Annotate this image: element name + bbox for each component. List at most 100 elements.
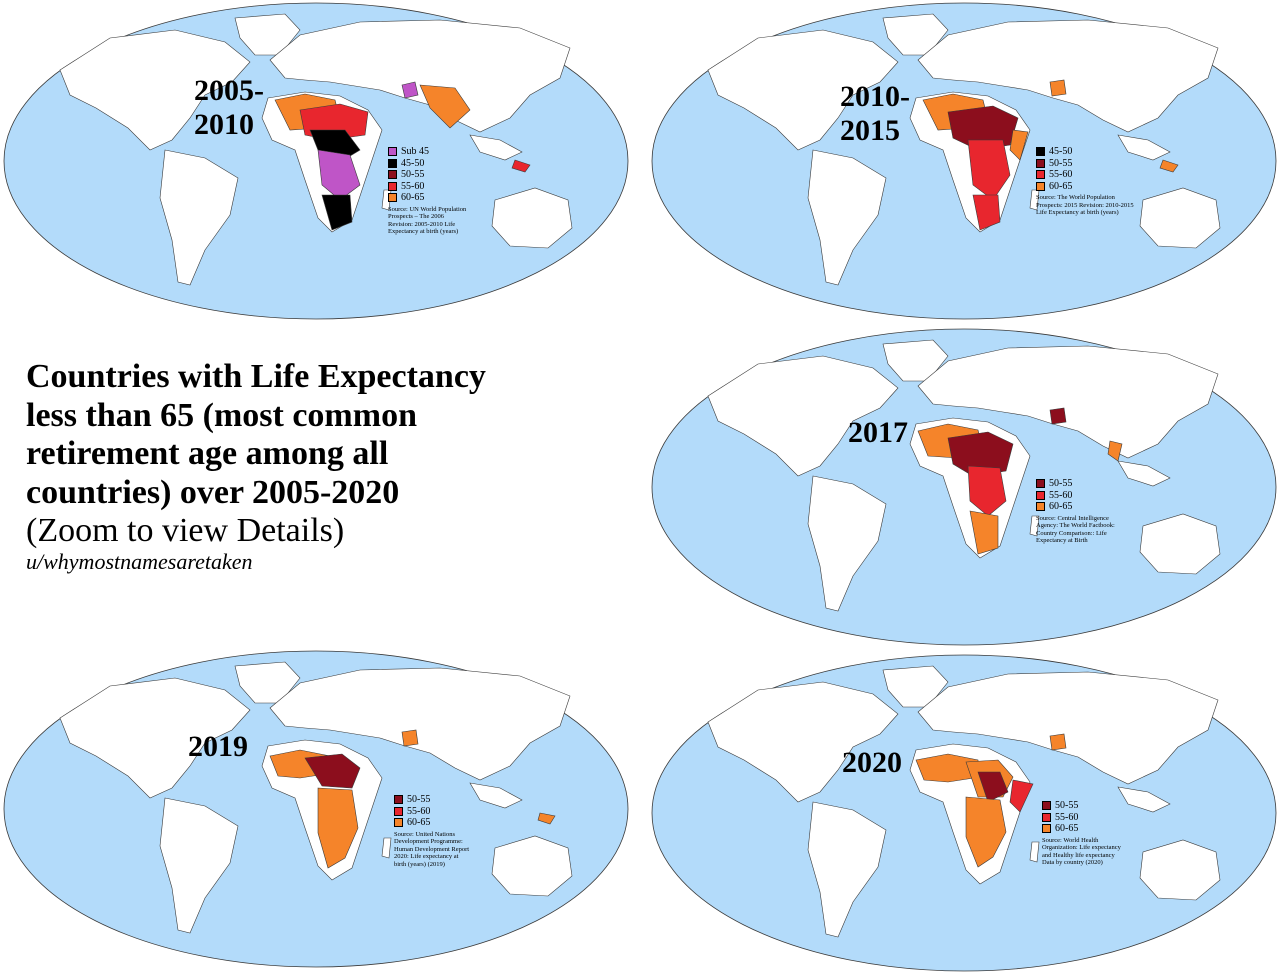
legend-swatch (1036, 181, 1045, 191)
seAsia-landmass (1117, 134, 1171, 161)
southAmerica-landmass (807, 475, 887, 612)
eurasia-landmass (269, 667, 571, 781)
northAmerica-landmass (59, 29, 251, 151)
country-region (967, 465, 1007, 517)
legend-label: 55-60 (1049, 489, 1073, 501)
map-source: Source: UN World Population Prospects – … (388, 205, 467, 236)
legend-label: 55-60 (1055, 811, 1079, 823)
legend-item: 60-65 (394, 817, 469, 829)
legend-label: 45-50 (1049, 146, 1073, 157)
legend-label: 60-65 (1049, 501, 1073, 512)
title-block: Countries with Life Expectancy less than… (26, 358, 546, 574)
legend-item: 50-55 (394, 794, 469, 806)
map-legend: 50-55 55-60 60-65 Source: World Health Orga… (1042, 800, 1121, 867)
legend-label: Sub 45 (401, 146, 430, 157)
northAmerica-landmass (707, 681, 899, 803)
legend-swatch (388, 170, 397, 180)
legend-swatch (1042, 801, 1051, 811)
legend-item: 55-60 (1036, 490, 1115, 502)
map-legend: 50-55 55-60 60-65 Source: United Nations De… (394, 794, 469, 868)
year-label: 2020 (842, 746, 902, 779)
map-legend: 45-50 50-55 55-60 60-65 Source: The World Po… (1036, 146, 1134, 217)
australia-landmass (491, 835, 573, 897)
eurasia-landmass (917, 19, 1219, 133)
country-region (537, 812, 556, 825)
year-label: 2019 (188, 730, 248, 763)
country-region (1009, 129, 1029, 161)
map-2010-2015: 2010- 2015 45-50 50-55 55-60 60-65 Source: T… (648, 0, 1280, 322)
map-legend: 50-55 55-60 60-65 Source: Central Intellige… (1036, 478, 1115, 545)
legend-item: Sub 45 (388, 146, 466, 158)
legend-item: 45-50 (1036, 146, 1134, 158)
australia-landmass (491, 187, 573, 249)
northAmerica-landmass (707, 355, 899, 477)
world-map (651, 654, 1277, 972)
map-2017: 2017 50-55 55-60 60-65 Source: Central Inte… (648, 326, 1280, 648)
legend-swatch (388, 193, 397, 203)
country-region (317, 149, 361, 201)
page-title: Countries with Life Expectancy less than… (26, 358, 486, 511)
year-label: 2010- 2015 (840, 80, 910, 147)
legend-item: 50-55 (1036, 158, 1134, 170)
legend-label: 60-65 (1055, 823, 1079, 834)
northAmerica-landmass (59, 677, 251, 799)
legend-item: 55-60 (394, 806, 469, 818)
eurasia-landmass (917, 345, 1219, 459)
map-legend: Sub 45 45-50 50-55 55-60 60-65 Source: UN Wor… (388, 146, 466, 236)
legend-item: 50-55 (1036, 478, 1115, 490)
legend-label: 55-60 (1049, 169, 1073, 180)
legend-item: 55-60 (388, 181, 466, 193)
legend-label: 50-55 (1049, 157, 1073, 169)
legend-swatch (388, 147, 397, 157)
legend-label: 50-55 (407, 794, 431, 805)
country-region (965, 796, 1007, 868)
legend-label: 60-65 (407, 817, 431, 828)
country-region (1049, 407, 1067, 425)
southAmerica-landmass (807, 801, 887, 938)
eurasia-landmass (269, 19, 571, 133)
eurasia-landmass (917, 671, 1219, 785)
legend-swatch (1036, 147, 1045, 157)
subtitle: (Zoom to view Details) (26, 512, 345, 549)
country-region (947, 431, 1014, 477)
legend-swatch (388, 158, 397, 168)
legend-label: 60-65 (401, 192, 425, 203)
legend-swatch (1036, 170, 1045, 180)
southAmerica-landmass (159, 149, 239, 286)
legend-label: 55-60 (407, 805, 431, 817)
legend-label: 60-65 (1049, 180, 1073, 192)
map-2005-2010: 2005- 2010 Sub 45 45-50 50-55 55-60 60-65 Sou… (0, 0, 632, 322)
world-map (651, 2, 1277, 320)
country-region (967, 139, 1011, 201)
country-region (304, 753, 361, 789)
map-source: Source: Central Intelligence Agency: The… (1036, 514, 1115, 545)
map-source: Source: United Nations Development Progr… (394, 830, 470, 868)
year-label: 2005- 2010 (194, 74, 264, 141)
country-region (1049, 733, 1067, 751)
legend-swatch (1042, 824, 1051, 834)
legend-item: 55-60 (1036, 169, 1134, 181)
legend-swatch (394, 818, 403, 828)
map-source: Source: The World Population Prospects: … (1036, 194, 1134, 216)
seAsia-landmass (1117, 460, 1171, 487)
legend-item: 50-55 (1042, 800, 1121, 812)
country-region (419, 84, 471, 129)
world-map (3, 650, 629, 968)
country-region (1159, 159, 1179, 173)
author-credit: u/whymostnamesaretaken (26, 549, 253, 574)
legend-swatch (1036, 490, 1045, 500)
legend-item: 55-60 (1042, 812, 1121, 824)
australia-landmass (1139, 839, 1221, 901)
legend-swatch (394, 795, 403, 805)
country-region (969, 510, 999, 555)
map-2020: 2020 50-55 55-60 60-65 Source: World Health… (648, 652, 1280, 974)
country-region (947, 105, 1019, 151)
legend-swatch (1036, 158, 1045, 168)
legend-swatch (1042, 812, 1051, 822)
legend-label: 50-55 (1049, 478, 1073, 489)
map-2019: 2019 50-55 55-60 60-65 Source: United Natio… (0, 648, 632, 970)
madagascar-landmass (1029, 515, 1040, 537)
legend-swatch (394, 806, 403, 816)
legend-item: 60-65 (1042, 823, 1121, 835)
legend-item: 60-65 (388, 192, 466, 204)
